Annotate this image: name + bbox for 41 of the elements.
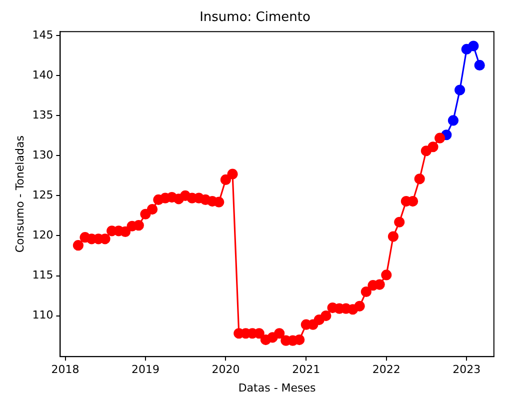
point: [294, 334, 305, 346]
x-tick-label: 2020: [212, 363, 240, 376]
y-tick-label: 135: [32, 108, 54, 122]
point: [468, 40, 479, 52]
y-tick-label: 110: [32, 308, 54, 322]
point: [133, 220, 144, 231]
point: [140, 208, 151, 220]
point: [320, 310, 332, 322]
y-tick-label: 145: [32, 28, 54, 42]
y-tick-label: 130: [32, 148, 54, 162]
y-axis-title: Consumo - Toneladas: [13, 135, 26, 253]
point: [227, 168, 238, 180]
y-tick-label: 120: [32, 228, 54, 242]
x-tick-label: 2019: [131, 363, 160, 376]
y-tick-label: 140: [32, 68, 54, 82]
x-tick-label: 2022: [372, 363, 400, 376]
x-tick-label: 2023: [452, 363, 481, 376]
point: [72, 240, 84, 251]
point: [388, 231, 399, 242]
point: [381, 270, 392, 280]
point: [448, 115, 459, 126]
point: [360, 286, 372, 298]
x-tick-label: 2021: [292, 363, 320, 376]
point: [394, 216, 405, 228]
point: [220, 174, 232, 185]
point: [374, 279, 385, 290]
point: [354, 300, 365, 312]
point: [414, 174, 425, 184]
y-tick-label: 115: [32, 268, 54, 282]
x-tick-label: 2018: [51, 363, 80, 376]
point: [120, 226, 131, 238]
point: [214, 196, 224, 208]
y-tick-label: 125: [32, 188, 54, 202]
chart-title: Insumo: Cimento: [200, 10, 310, 26]
point: [274, 328, 285, 339]
point: [147, 204, 158, 215]
point: [434, 132, 446, 144]
point: [454, 84, 466, 96]
x-axis-title: Datas - Meses: [238, 381, 316, 394]
point: [474, 60, 485, 71]
point: [428, 142, 438, 152]
